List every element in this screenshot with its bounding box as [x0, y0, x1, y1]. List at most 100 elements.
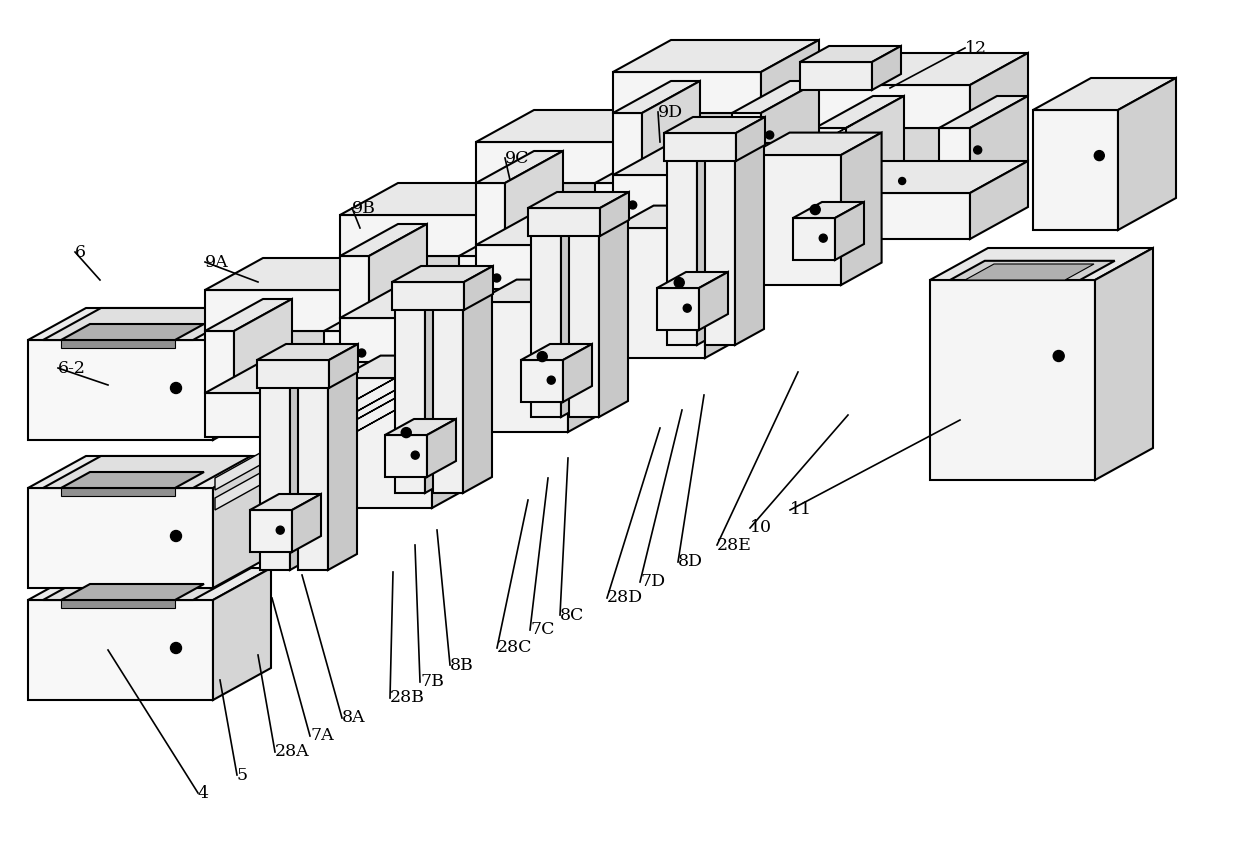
Polygon shape	[340, 215, 489, 256]
Polygon shape	[613, 143, 818, 175]
Text: 9C: 9C	[505, 150, 529, 167]
Polygon shape	[613, 205, 745, 228]
Text: 11: 11	[790, 502, 812, 519]
Text: 8A: 8A	[342, 710, 366, 727]
Polygon shape	[531, 206, 590, 222]
Polygon shape	[613, 175, 761, 219]
Polygon shape	[667, 134, 725, 150]
Polygon shape	[459, 256, 489, 318]
Polygon shape	[29, 488, 213, 588]
Text: 28C: 28C	[497, 639, 532, 657]
Text: 5: 5	[237, 766, 248, 783]
Polygon shape	[521, 360, 563, 402]
Polygon shape	[298, 359, 357, 375]
Polygon shape	[476, 302, 568, 432]
Polygon shape	[706, 150, 735, 345]
Polygon shape	[61, 600, 175, 608]
Polygon shape	[433, 298, 463, 493]
Polygon shape	[260, 359, 319, 375]
Polygon shape	[489, 183, 546, 256]
Polygon shape	[61, 584, 205, 600]
Polygon shape	[463, 282, 492, 493]
Polygon shape	[563, 344, 591, 402]
Polygon shape	[761, 81, 818, 175]
Polygon shape	[699, 272, 728, 330]
Polygon shape	[476, 110, 682, 142]
Polygon shape	[1118, 78, 1176, 230]
Polygon shape	[1033, 78, 1176, 110]
Polygon shape	[294, 348, 317, 415]
Polygon shape	[340, 378, 432, 508]
Text: 8B: 8B	[450, 657, 474, 674]
Text: 7C: 7C	[529, 621, 554, 639]
Polygon shape	[396, 282, 454, 298]
Polygon shape	[384, 419, 456, 435]
Polygon shape	[476, 151, 563, 183]
Polygon shape	[595, 151, 682, 183]
Polygon shape	[340, 224, 427, 256]
Polygon shape	[560, 206, 590, 417]
Circle shape	[973, 146, 982, 154]
Polygon shape	[476, 245, 624, 289]
Polygon shape	[846, 96, 997, 128]
Polygon shape	[459, 224, 546, 256]
Polygon shape	[663, 117, 765, 133]
Polygon shape	[205, 361, 410, 393]
Polygon shape	[43, 568, 250, 600]
Polygon shape	[841, 133, 882, 285]
Polygon shape	[205, 290, 353, 331]
Polygon shape	[43, 308, 250, 340]
Polygon shape	[476, 280, 609, 302]
Circle shape	[357, 349, 366, 357]
Polygon shape	[1033, 110, 1118, 230]
Circle shape	[285, 377, 293, 384]
Polygon shape	[489, 286, 546, 362]
Polygon shape	[521, 344, 591, 360]
Polygon shape	[505, 151, 563, 245]
Polygon shape	[340, 286, 546, 318]
Polygon shape	[706, 134, 764, 150]
Polygon shape	[749, 155, 841, 285]
Polygon shape	[29, 568, 272, 600]
Polygon shape	[353, 361, 410, 437]
Polygon shape	[267, 360, 294, 415]
Polygon shape	[61, 340, 175, 348]
Polygon shape	[29, 600, 213, 700]
Text: 7A: 7A	[310, 728, 334, 745]
Text: 8C: 8C	[560, 607, 584, 623]
Polygon shape	[476, 183, 505, 245]
Polygon shape	[800, 62, 872, 90]
Circle shape	[810, 205, 820, 215]
Polygon shape	[260, 375, 290, 570]
Polygon shape	[815, 128, 846, 193]
Polygon shape	[505, 183, 595, 245]
Polygon shape	[950, 261, 1115, 280]
Polygon shape	[432, 355, 472, 508]
Text: 28B: 28B	[391, 689, 425, 706]
Polygon shape	[657, 288, 699, 330]
Polygon shape	[815, 161, 1028, 193]
Polygon shape	[213, 456, 272, 588]
Circle shape	[629, 201, 636, 209]
Polygon shape	[761, 143, 818, 219]
Polygon shape	[970, 53, 1028, 128]
Polygon shape	[528, 192, 629, 208]
Polygon shape	[427, 419, 456, 477]
Polygon shape	[291, 494, 321, 552]
Polygon shape	[815, 85, 970, 128]
Polygon shape	[846, 96, 904, 193]
Polygon shape	[215, 124, 853, 490]
Polygon shape	[425, 282, 454, 493]
Polygon shape	[234, 299, 382, 331]
Text: 9B: 9B	[352, 199, 376, 217]
Polygon shape	[340, 256, 370, 318]
Polygon shape	[234, 331, 324, 393]
Polygon shape	[794, 218, 835, 260]
Polygon shape	[257, 360, 329, 388]
Polygon shape	[749, 133, 882, 155]
Circle shape	[171, 643, 181, 653]
Polygon shape	[613, 228, 706, 358]
Polygon shape	[384, 435, 427, 477]
Polygon shape	[464, 266, 494, 310]
Polygon shape	[370, 224, 517, 256]
